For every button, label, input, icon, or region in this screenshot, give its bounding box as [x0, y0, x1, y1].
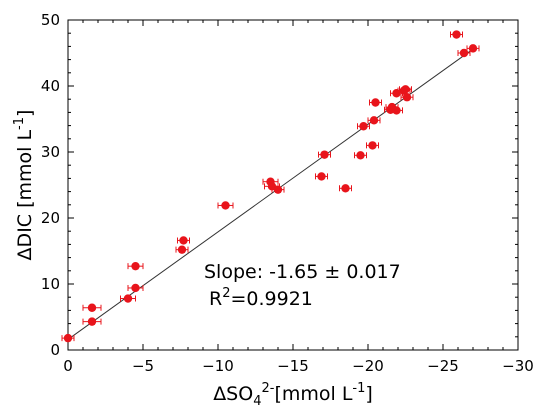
x-tick-label: −10	[202, 357, 234, 375]
data-point	[371, 98, 380, 107]
y-tick-label: 50	[41, 11, 60, 29]
data-point	[179, 236, 188, 245]
x-tick-label: −15	[277, 357, 309, 375]
data-point	[356, 151, 365, 160]
data-point	[459, 48, 469, 58]
y-tick-label: 30	[41, 143, 60, 161]
y-tick-label: 20	[41, 209, 60, 227]
data-point	[402, 93, 412, 102]
data-point	[177, 245, 187, 254]
data-point	[341, 184, 350, 193]
data-point	[87, 303, 97, 312]
x-tick-label: −20	[352, 357, 384, 375]
data-point	[131, 261, 140, 271]
x-tick-label: −30	[502, 357, 534, 375]
x-tick-label: −25	[427, 357, 459, 375]
x-tick-label: 0	[63, 357, 73, 375]
data-point	[63, 333, 73, 343]
data-point	[359, 122, 368, 131]
y-tick-label: 10	[41, 275, 60, 293]
r-squared-sup: 2	[222, 286, 230, 301]
x-title-sub: 4	[253, 394, 261, 407]
y-title-sup: -1	[12, 117, 27, 130]
data-point	[392, 89, 401, 98]
x-title-sup: 2-	[261, 381, 274, 396]
plot-area	[67, 19, 519, 351]
data-point	[401, 85, 410, 94]
data-point	[221, 201, 230, 210]
x-tick-label: −5	[132, 357, 154, 375]
x-title-close: ]	[365, 383, 372, 405]
x-title-units-sup: -1	[352, 381, 365, 396]
data-point	[123, 294, 133, 303]
data-point	[87, 317, 97, 326]
data-point	[452, 30, 461, 39]
data-point	[369, 116, 379, 125]
data-point	[320, 150, 329, 159]
y-title-close: ]	[14, 110, 36, 117]
data-point	[131, 283, 140, 293]
x-title-base: ΔSO	[213, 383, 253, 405]
y-title-base: ΔDIC [mmol L	[14, 130, 36, 261]
r-squared-base: R	[209, 288, 222, 310]
data-point	[317, 172, 326, 181]
r-squared-annotation: R2=0.9921	[209, 286, 313, 310]
data-point	[392, 106, 401, 115]
x-title-units: [mmol L	[274, 383, 352, 405]
r-squared-value: =0.9921	[230, 288, 312, 310]
axis-ticks: 0 −5 −10 −15 −20 −25 −30 0 10 20 30 40 50	[41, 11, 534, 375]
y-axis-title: ΔDIC [mmol L-1]	[12, 110, 36, 261]
data-point	[468, 44, 478, 53]
x-axis-title: ΔSO42-[mmol L-1]	[213, 381, 373, 407]
data-points	[61, 30, 480, 343]
data-point	[273, 185, 283, 194]
slope-annotation: Slope: -1.65 ± 0.017	[204, 261, 401, 283]
y-tick-label: 0	[50, 341, 60, 359]
data-point	[368, 141, 377, 150]
y-tick-label: 40	[41, 77, 60, 95]
